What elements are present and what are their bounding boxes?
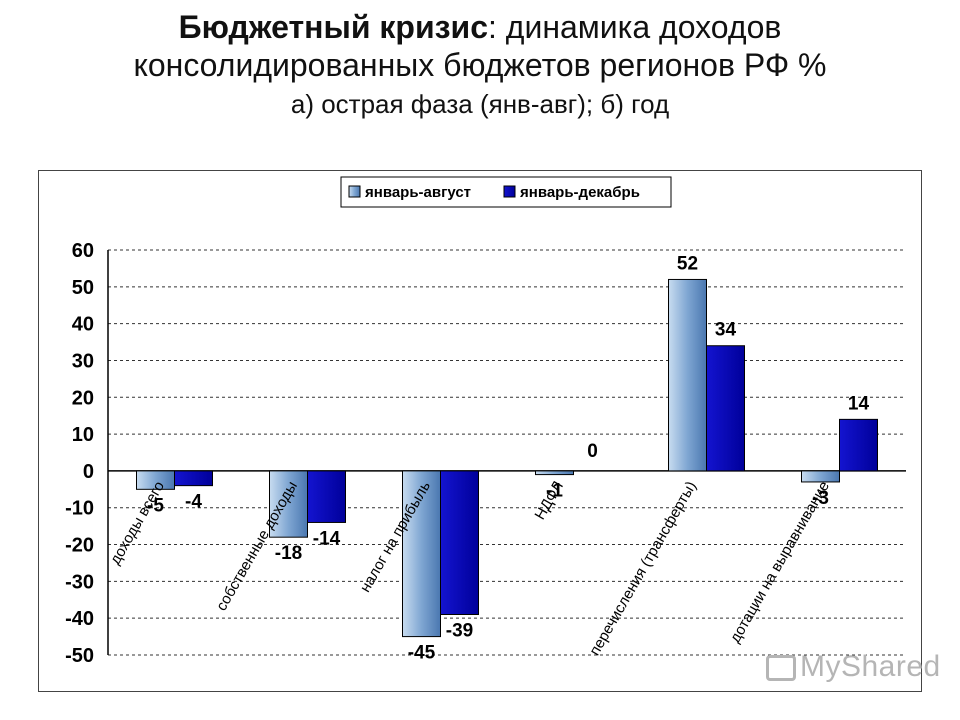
category-label: перечисления (трансферты) [586,478,700,658]
title-line-2: консолидированных бюджетов регионов РФ % [133,47,827,84]
legend-label: январь-август [365,184,471,201]
data-label: 52 [677,253,698,274]
bar [440,470,479,615]
bar [706,345,745,472]
bar [535,470,574,476]
data-label: -18 [275,543,302,564]
y-tick-label: 50 [72,277,94,299]
legend-swatch [503,185,516,198]
y-tick-label: 20 [72,387,94,409]
bar [801,470,840,483]
y-tick-label: 30 [72,350,94,372]
watermark-text: MyShared [800,650,941,683]
data-label: -4 [185,492,202,513]
title-rest: : динамика доходов [487,9,782,45]
bar [402,470,441,638]
data-label: -14 [313,528,341,549]
grid-layer [107,249,906,656]
data-label: -39 [446,621,473,642]
y-tick-label: 40 [72,314,94,336]
bar [269,470,308,538]
y-tick-label: 10 [72,424,94,446]
legend: январь-август январь-декабрь [340,176,672,208]
category-label: доходы всего [107,478,168,567]
bar-layer [136,278,878,638]
y-tick-label: -10 [65,498,94,520]
bar [174,470,213,487]
data-label: -5 [147,495,164,516]
watermark: MyShared [766,650,941,684]
category-label: дотации на выравнивание [727,478,833,645]
bar [839,418,878,472]
title-line-1: Бюджетный кризис: динамика доходов [0,8,960,46]
data-label: -1 [546,481,563,502]
y-tick-label: -20 [65,535,94,557]
legend-swatch [348,185,361,198]
y-tick-label: -50 [65,645,94,667]
data-label: 14 [848,393,870,414]
legend-label: январь-декабрь [520,184,640,201]
watermark-icon [766,655,796,682]
data-label: -45 [408,643,436,664]
y-tick-label: 0 [83,461,94,483]
title-bold: Бюджетный кризис [178,9,488,45]
data-label: 34 [715,320,737,341]
slide-title: Бюджетный кризис: динамика доходов консо… [0,8,960,120]
data-label: 0 [587,441,598,462]
y-tick-label: -40 [65,608,94,630]
y-tick-label: -30 [65,571,94,593]
bar [307,470,346,523]
chart-frame [38,170,922,692]
title-line-3: а) острая фаза (янв-авг); б) год [290,88,670,119]
y-tick-label: 60 [72,240,94,262]
data-label: -3 [812,488,829,509]
bar [668,278,707,472]
